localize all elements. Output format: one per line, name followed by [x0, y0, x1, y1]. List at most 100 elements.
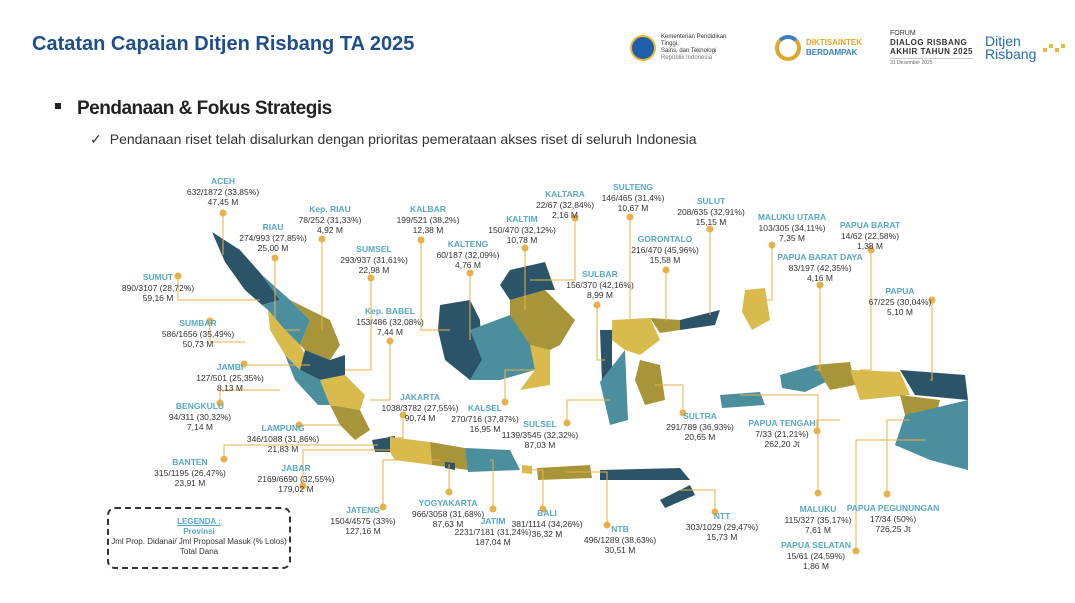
province-dana: 90,74 M [404, 413, 436, 423]
province-ratio: 208/635 (32,91%) [677, 206, 745, 217]
province-name: KALSEL [467, 403, 502, 413]
leader-line [655, 384, 684, 413]
leader-dot [240, 360, 248, 368]
region-kaltim [510, 290, 575, 350]
leader-line [392, 415, 404, 439]
logo-text: Risbang [985, 46, 1037, 62]
leader-line [370, 341, 391, 401]
region-papua-barat [815, 362, 855, 390]
province-ratio: 890/3107 (28,72%) [121, 282, 195, 293]
leader-dot [399, 411, 407, 419]
province-dana: 8,13 M [216, 383, 243, 393]
legend-ratio: Jml Prop. Didanai/ Jml Proposal Masuk (%… [111, 537, 287, 546]
province-label: LAMPUNG 346/1088 (31,86%) 21,83 M [247, 423, 319, 455]
province-ratio: 2231/7181 (31,24%) [454, 526, 532, 537]
dots-pattern-icon [1043, 44, 1066, 52]
province-name: BENGKULU [175, 401, 225, 411]
diktisaintek-mark-icon [775, 35, 801, 61]
logo-text: Ditjen [985, 33, 1021, 49]
leader-dot [814, 489, 822, 497]
province-name: Kep. RIAU [309, 204, 351, 214]
province-dana: 87,63 M [432, 519, 464, 529]
leader-dot [626, 213, 634, 221]
leader-line [596, 305, 605, 361]
province-label: PAPUA BARAT DAYA 83/197 (42,35%) 4,16 M [777, 252, 862, 284]
province-ratio: 274/993 (27,85%) [239, 232, 307, 243]
province-dana: 47,45 M [207, 197, 239, 207]
region-jambi [300, 350, 345, 380]
province-name: ACEH [210, 176, 236, 186]
province-label: SULUT 208/635 (32,91%) 15,15 M [677, 196, 745, 228]
leader-line [530, 218, 576, 281]
province-ratio: 94/311 (30,32%) [168, 411, 232, 422]
province-label: JATENG 1504/4575 (33%) 127,16 M [330, 505, 395, 537]
province-label: KALTIM 150/470 (32,12%) 10,78 M [488, 214, 556, 246]
diktisaintek-berdampak-logo: DIKTISAINTEK BERDAMPAK [775, 28, 862, 68]
province-ratio: 15/61 (24,59%) [786, 550, 846, 561]
leader-dot [521, 244, 529, 252]
tut-wuri-handayani-emblem-icon [630, 35, 656, 61]
region-riau [290, 300, 340, 360]
region-kalteng [470, 315, 535, 380]
province-dana: 7,61 M [804, 525, 831, 535]
province-name: PAPUA BARAT DAYA [777, 252, 863, 262]
province-dana: 1,38 M [856, 241, 883, 251]
province-label: PAPUA 67/225 (30,04%) 5,10 M [869, 286, 932, 318]
region-sumbar [268, 310, 305, 370]
province-name: SUMSEL [356, 244, 392, 254]
province-label: MALUKU UTARA 103/305 (34,11%) 7,35 M [758, 212, 826, 244]
province-dana: 4,76 M [454, 260, 481, 270]
province-dana: 30,51 M [604, 545, 636, 555]
province-name: BANTEN [172, 457, 208, 467]
province-dana: 5,10 M [886, 307, 913, 317]
province-name: PAPUA [885, 286, 915, 296]
province-ratio: 150/470 (32,12%) [488, 224, 556, 235]
province-name: Kep. BABEL [364, 306, 416, 316]
leader-dot [318, 235, 326, 243]
region-maluku [720, 392, 765, 408]
leader-lines [174, 209, 936, 555]
province-ratio: 632/1872 (33,85%) [186, 186, 260, 197]
province-name: SULTENG [613, 182, 653, 192]
leader-dot [206, 317, 214, 325]
leader-line [382, 459, 440, 507]
province-ratio: 381/1114 (34,26%) [511, 518, 583, 529]
square-bullet-icon [55, 102, 61, 109]
province-label: KALSEL 270/716 (37,87%) 16,95 M [451, 403, 519, 435]
province-label: PAPUA SELATAN 15/61 (24,59%) 1,86 M [781, 540, 851, 572]
province-ratio: 17/34 (50%) [869, 513, 917, 524]
province-dana: 36,32 M [531, 529, 563, 539]
leader-line [860, 250, 872, 371]
region-kaltara [500, 262, 555, 300]
province-name: MALUKU [799, 504, 837, 514]
province-label: PAPUA TENGAH 7/33 (21,21%) 262,20 Jt [748, 418, 815, 450]
province-dana: 15,58 M [649, 255, 681, 265]
province-name: SULBAR [582, 269, 618, 279]
province-label: Kep. BABEL 153/486 (32,08%) 7,44 M [356, 306, 424, 338]
province-label: BALI 381/1114 (34,26%) 36,32 M [511, 508, 582, 540]
region-maluku-utara [742, 288, 770, 330]
leader-line [302, 449, 410, 486]
forum-dialog-risbang-logo: FORUM DIALOG RISBANG AKHIR TAHUN 2025 31… [890, 28, 973, 68]
province-name: RIAU [262, 222, 284, 232]
logo-text: Republik Indonesia [661, 55, 713, 61]
leader-line [274, 258, 300, 331]
region-papua-selatan [895, 400, 968, 470]
province-ratio: 315/1195 (26,47%) [154, 467, 226, 478]
island-shapes [212, 232, 968, 508]
province-label: SUMUT 890/3107 (28,72%) 59,16 M [122, 272, 194, 304]
region-sumut [262, 275, 310, 345]
leader-dot [928, 296, 936, 304]
province-ratio: 966/3058 (31,68%) [411, 508, 485, 519]
region-kalsel [520, 345, 550, 390]
leader-dot [501, 398, 509, 406]
province-name: YOGYAKARTA [418, 498, 478, 508]
leader-dot [813, 427, 821, 435]
province-dana: 10,67 M [617, 203, 649, 213]
partner-logos: Kementerian Pendidikan Tinggi, Sains, da… [630, 28, 1066, 68]
province-label: KALBAR 199/521 (38,2%) 12,38 M [397, 204, 460, 236]
leader-dot [679, 409, 687, 417]
leader-line [345, 278, 372, 371]
leader-line [855, 439, 925, 551]
province-label: SULTENG 146/465 (31,4%) 10,67 M [602, 182, 665, 214]
